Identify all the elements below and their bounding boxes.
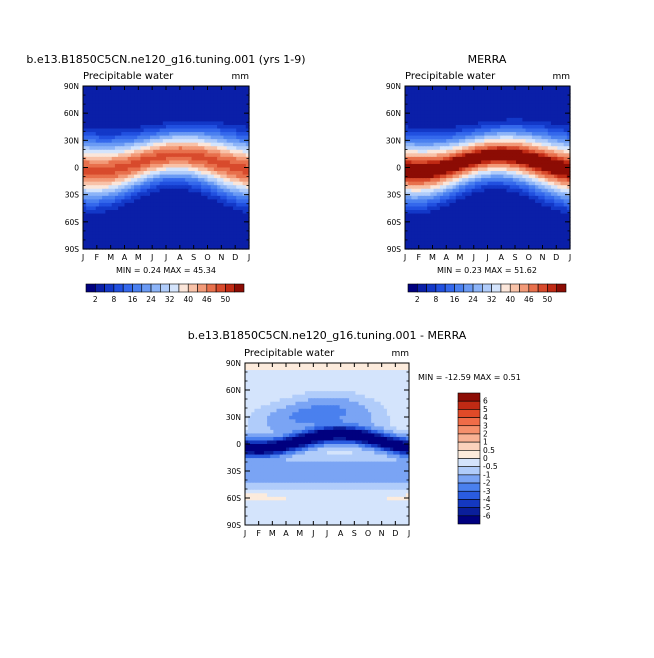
panel-model: b.e13.B1850C5CN.ne120_g16.tuning.001 (yr…	[26, 53, 305, 304]
y-tick-label: 60S	[387, 218, 402, 227]
x-tick-label: F	[416, 253, 421, 262]
variable-label: Precipitable water	[405, 71, 496, 82]
y-tick-label: 30N	[386, 136, 401, 145]
x-tick-label: J	[403, 253, 406, 262]
colorbar-box	[114, 284, 123, 292]
colorbar-label: 50	[221, 295, 231, 304]
x-tick-label: J	[485, 253, 488, 262]
colorbar-box	[105, 284, 114, 292]
units-label: mm	[552, 72, 570, 82]
x-tick-label: N	[540, 253, 546, 262]
colorbar-label: 8	[111, 295, 116, 304]
panel-title: b.e13.B1850C5CN.ne120_g16.tuning.001 (yr…	[26, 53, 305, 66]
y-tick-label: 90N	[386, 82, 401, 91]
y-tick-label: 90N	[64, 82, 79, 91]
x-tick-label: M	[429, 253, 436, 262]
y-tick-label: 30S	[65, 191, 80, 200]
colorbar-label: 24	[146, 295, 156, 304]
colorbar-box	[123, 284, 132, 292]
x-tick-label: A	[122, 253, 128, 262]
colorbar-box	[225, 284, 234, 292]
x-tick-label: D	[232, 253, 238, 262]
x-tick-label: A	[444, 253, 450, 262]
x-tick-label: S	[512, 253, 517, 262]
x-tick-label: O	[204, 253, 210, 262]
y-tick-label: 90S	[65, 245, 80, 254]
y-tick-label: 30N	[64, 136, 79, 145]
colorbar-box	[207, 284, 216, 292]
colorbar-box	[179, 284, 188, 292]
x-tick-label: F	[95, 253, 100, 262]
colorbar-box	[188, 284, 197, 292]
x-tick-label: J	[472, 253, 475, 262]
y-tick-label: 0	[74, 164, 79, 173]
colorbar-label: 16	[128, 295, 138, 304]
minmax-stats: MIN = 0.24 MAX = 45.34	[116, 266, 216, 275]
y-tick-label: 0	[396, 164, 401, 173]
x-tick-label: J	[81, 253, 84, 262]
colorbar-box	[216, 284, 225, 292]
x-tick-label: O	[526, 253, 532, 262]
x-tick-label: J	[150, 253, 153, 262]
panel-title: MERRA	[468, 53, 507, 66]
colorbar-label: 32	[165, 295, 175, 304]
x-tick-label: M	[457, 253, 464, 262]
colorbar-box	[160, 284, 169, 292]
field-cells	[83, 86, 250, 250]
colorbar-label: 46	[202, 295, 212, 304]
variable-label: Precipitable water	[83, 71, 174, 82]
colorbar-box	[151, 284, 160, 292]
x-tick-label: J	[568, 253, 571, 262]
colorbar-label: 2	[93, 295, 98, 304]
colorbar-box	[198, 284, 207, 292]
y-tick-label: 30S	[387, 191, 402, 200]
x-tick-label: A	[177, 253, 183, 262]
colorbar-box	[86, 284, 95, 292]
colorbar-box	[142, 284, 151, 292]
x-tick-label: S	[191, 253, 196, 262]
field-cells	[405, 86, 571, 250]
x-tick-label: A	[499, 253, 505, 262]
colorbar-box	[95, 284, 104, 292]
colorbar: 2 8 16 24 32 40 46 50	[86, 284, 244, 304]
y-tick-label: 90S	[387, 245, 402, 254]
x-tick-label: D	[553, 253, 559, 262]
x-tick-label: M	[107, 253, 114, 262]
x-tick-label: N	[218, 253, 224, 262]
units-label: mm	[231, 72, 249, 82]
colorbar-label: 40	[183, 295, 193, 304]
y-tick-label: 60S	[65, 218, 80, 227]
x-tick-label: J	[247, 253, 250, 262]
y-tick-label: 60N	[64, 109, 79, 118]
colorbar-box	[170, 284, 179, 292]
colorbar-box	[132, 284, 141, 292]
x-tick-label: J	[164, 253, 167, 262]
colorbar-box	[235, 284, 244, 292]
x-tick-label: M	[135, 253, 142, 262]
y-tick-label: 60N	[386, 109, 401, 118]
